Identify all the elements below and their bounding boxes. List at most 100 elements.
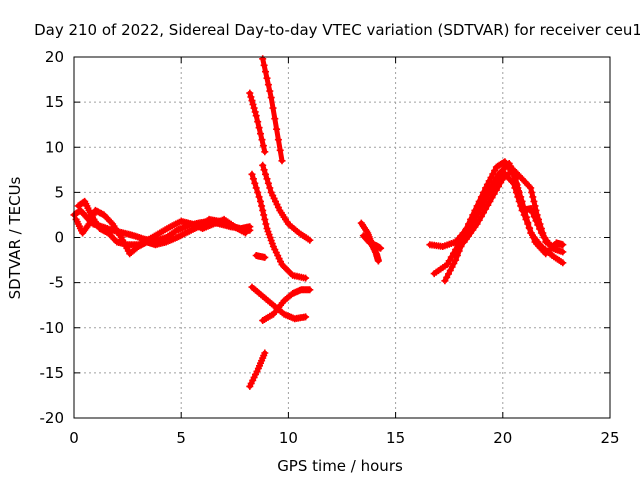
- data-point: [495, 182, 502, 190]
- data-layer: [70, 55, 567, 390]
- data-point: [271, 115, 279, 123]
- y-tick-label: -10: [40, 319, 65, 337]
- data-point: [552, 244, 560, 252]
- data-point: [263, 74, 271, 82]
- data-point: [377, 244, 385, 252]
- data-point: [480, 188, 487, 196]
- data-point: [374, 257, 382, 265]
- data-point: [482, 195, 490, 203]
- data-point: [261, 215, 269, 223]
- data-point: [267, 94, 275, 102]
- data-point: [445, 257, 453, 265]
- data-point: [261, 349, 269, 357]
- data-point: [475, 206, 483, 214]
- data-point: [259, 55, 267, 63]
- data-point: [248, 170, 256, 178]
- data-point: [261, 148, 269, 156]
- data-point: [535, 215, 542, 223]
- data-point: [259, 142, 267, 150]
- data-point: [443, 261, 451, 269]
- data-point: [254, 188, 262, 196]
- data-point: [306, 286, 314, 294]
- data-point: [531, 202, 539, 210]
- y-tick-label: 20: [45, 48, 64, 66]
- series-line: [249, 171, 309, 281]
- y-tick-label: -15: [40, 364, 65, 382]
- data-point: [512, 188, 520, 196]
- data-point: [536, 220, 544, 228]
- data-series-track-7: [259, 161, 314, 244]
- data-point: [455, 247, 463, 255]
- data-point: [250, 104, 258, 112]
- data-point: [517, 202, 525, 210]
- data-point: [260, 211, 268, 219]
- data-point: [269, 104, 277, 112]
- data-point: [484, 191, 492, 199]
- data-point: [264, 179, 272, 187]
- data-point: [302, 274, 310, 282]
- data-series-track-4: [246, 89, 269, 156]
- data-point: [247, 93, 255, 101]
- data-series-track-13: [359, 232, 385, 252]
- data-point: [539, 229, 547, 237]
- chart-title: Day 210 of 2022, Sidereal Day-to-day VTE…: [34, 21, 640, 39]
- data-point: [248, 97, 256, 105]
- data-point: [480, 199, 487, 207]
- data-point: [490, 190, 498, 198]
- data-point: [486, 197, 494, 205]
- data-point: [84, 222, 92, 229]
- data-point: [246, 226, 254, 234]
- y-tick-label: 5: [54, 183, 64, 201]
- data-point: [482, 205, 490, 213]
- data-point: [559, 248, 567, 256]
- data-point: [246, 89, 254, 97]
- data-point: [276, 146, 284, 154]
- data-point: [254, 118, 262, 126]
- data-point: [255, 124, 263, 132]
- data-point: [266, 87, 274, 95]
- data-point: [258, 202, 266, 210]
- data-point: [467, 222, 475, 229]
- data-point: [266, 184, 274, 192]
- y-tick-label: -5: [49, 274, 64, 292]
- data-point: [257, 197, 264, 205]
- data-series-track-16: [441, 168, 567, 285]
- data-point: [492, 186, 500, 194]
- data-point: [530, 197, 538, 205]
- data-series-track-9: [259, 286, 314, 324]
- data-point: [475, 216, 483, 224]
- data-point: [306, 236, 314, 244]
- y-tick-label: -20: [40, 409, 65, 427]
- data-point: [522, 213, 530, 221]
- x-tick-label: 0: [69, 429, 79, 447]
- y-axis-title: SDTVAR / TECUs: [6, 176, 24, 299]
- data-point: [537, 225, 545, 232]
- data-point: [527, 205, 535, 213]
- data-point: [559, 259, 567, 267]
- x-tick-label: 25: [600, 429, 619, 447]
- data-point: [532, 206, 540, 214]
- data-point: [514, 193, 522, 201]
- data-point: [302, 313, 310, 321]
- data-point: [447, 253, 455, 261]
- data-point: [259, 206, 267, 214]
- data-point: [477, 193, 485, 201]
- data-point: [249, 100, 257, 108]
- data-point: [252, 112, 260, 120]
- data-point: [486, 188, 494, 196]
- data-point: [540, 234, 548, 241]
- data-point: [525, 182, 533, 190]
- data-point: [262, 220, 270, 228]
- y-tick-label: 0: [54, 229, 64, 247]
- data-point: [484, 201, 492, 209]
- data-point: [263, 175, 271, 183]
- data-point: [480, 209, 487, 217]
- data-point: [273, 125, 281, 133]
- x-tick-label: 20: [493, 429, 512, 447]
- y-tick-label: 15: [45, 93, 64, 111]
- data-point: [264, 81, 272, 89]
- data-point: [249, 175, 257, 183]
- data-point: [469, 218, 477, 226]
- data-point: [107, 219, 115, 226]
- data-point: [242, 229, 249, 237]
